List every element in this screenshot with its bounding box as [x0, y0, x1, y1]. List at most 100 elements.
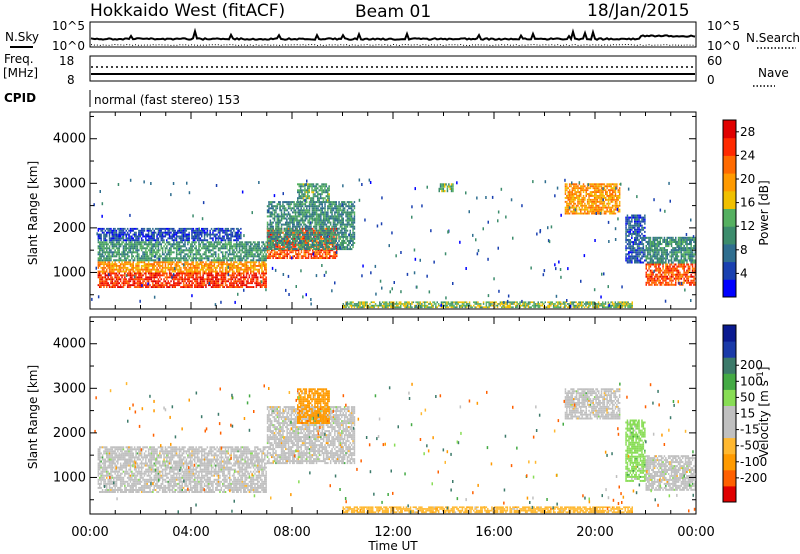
- range-gate-cell: [567, 198, 569, 201]
- range-gate-cell: [170, 249, 172, 252]
- range-gate-cell: [213, 263, 216, 266]
- range-gate-cell: [159, 253, 161, 256]
- range-gate-cell: [332, 221, 335, 224]
- range-gate-cell: [129, 278, 132, 281]
- range-gate-cell: [187, 286, 189, 288]
- range-gate-cell: [335, 244, 337, 246]
- range-gate-cell: [150, 241, 153, 244]
- range-gate-cell: [272, 221, 274, 224]
- range-gate-cell: [592, 185, 594, 188]
- range-gate-cell: [108, 284, 111, 287]
- range-gate-cell: [293, 223, 295, 226]
- range-gate-cell: [268, 255, 270, 258]
- range-gate-cell: [285, 231, 287, 234]
- range-gate-cell: [104, 235, 107, 238]
- range-gate-cell: [336, 221, 339, 224]
- range-gate-cell: [209, 229, 211, 232]
- range-gate-cell: [321, 219, 323, 222]
- range-gate-cell: [309, 197, 312, 200]
- range-gate-cell: [202, 274, 204, 277]
- range-gate-cell: [313, 213, 315, 216]
- range-gate-cell: [107, 265, 109, 267]
- range-gate-cell: [302, 237, 304, 240]
- range-gate-cell: [273, 211, 276, 214]
- range-gate-cell: [115, 284, 118, 287]
- range-gate-cell: [308, 191, 310, 194]
- range-gate-cell: [301, 191, 303, 194]
- range-gate-cell: [255, 255, 258, 258]
- range-gate-cell: [122, 253, 125, 256]
- range-gate-cell: [140, 265, 143, 267]
- range-gate-cell: [272, 249, 274, 252]
- range-gate-cell: [350, 235, 353, 238]
- range-gate-cell: [124, 265, 126, 267]
- range-gate-cell: [188, 282, 190, 285]
- range-gate-cell: [133, 270, 136, 273]
- range-gate-cell: [292, 240, 294, 242]
- range-gate-cell: [324, 213, 326, 216]
- range-gate-cell: [163, 280, 165, 283]
- range-gate-cell: [308, 223, 311, 226]
- range-gate-cell: [146, 278, 148, 281]
- range-gate-cell: [252, 247, 255, 250]
- range-gate-cell: [573, 183, 575, 186]
- range-gate-cell: [268, 257, 270, 259]
- range-gate-cell: [317, 219, 319, 222]
- range-gate-cell: [322, 207, 325, 210]
- range-gate-cell: [313, 251, 315, 254]
- range-gate-cell: [336, 219, 339, 222]
- range-gate-cell: [153, 233, 155, 236]
- range-gate-cell: [317, 193, 319, 196]
- range-gate-cell: [320, 209, 322, 212]
- range-gate-cell: [157, 245, 160, 248]
- range-gate-cell: [307, 251, 310, 254]
- range-gate-cell: [171, 270, 174, 273]
- range-gate-cell: [191, 274, 193, 277]
- range-gate-cell: [175, 278, 178, 281]
- range-gate-cell: [124, 266, 126, 269]
- range-gate-cell: [272, 244, 274, 246]
- range-gate-cell: [171, 233, 174, 236]
- range-gate-cell: [592, 208, 594, 211]
- range-gate-cell: [171, 239, 174, 242]
- range-gate-cell: [118, 282, 120, 285]
- range-gate-cell: [261, 241, 263, 244]
- range-gate-cell: [118, 237, 120, 240]
- range-gate-cell: [341, 219, 343, 222]
- range-gate-cell: [171, 284, 174, 287]
- range-gate-cell: [335, 237, 337, 240]
- range-gate-cell: [231, 268, 234, 271]
- range-gate-cell: [139, 282, 141, 285]
- range-gate-cell: [156, 237, 158, 240]
- range-gate-cell: [189, 265, 192, 267]
- range-gate-cell: [304, 191, 306, 194]
- range-gate-cell: [327, 231, 329, 234]
- range-gate-cell: [580, 187, 582, 190]
- range-gate-cell: [448, 183, 450, 186]
- range-gate-cell: [203, 237, 206, 240]
- range-gate-cell: [349, 235, 351, 238]
- range-gate-cell: [575, 183, 578, 186]
- range-gate-cell: [262, 259, 265, 262]
- range-gate-cell: [191, 268, 193, 271]
- range-gate-cell: [199, 282, 202, 285]
- range-gate-cell: [138, 235, 140, 238]
- range-gate-cell: [150, 276, 153, 279]
- range-gate-cell: [114, 239, 116, 242]
- range-gate-cell: [352, 246, 354, 249]
- range-gate-cell: [302, 255, 304, 258]
- range-gate-cell: [198, 282, 200, 285]
- range-gate-cell: [586, 198, 589, 201]
- range-gate-cell: [265, 266, 267, 269]
- range-gate-cell: [142, 255, 144, 258]
- range-gate-cell: [283, 239, 286, 242]
- range-gate-cell: [297, 231, 300, 234]
- range-gate-cell: [252, 265, 255, 267]
- range-gate-cell: [215, 255, 217, 258]
- range-gate-cell: [97, 276, 100, 279]
- range-gate-cell: [591, 191, 593, 193]
- range-gate-cell: [286, 237, 288, 240]
- range-gate-cell: [251, 278, 253, 281]
- range-gate-cell: [224, 270, 227, 273]
- range-gate-cell: [196, 251, 199, 254]
